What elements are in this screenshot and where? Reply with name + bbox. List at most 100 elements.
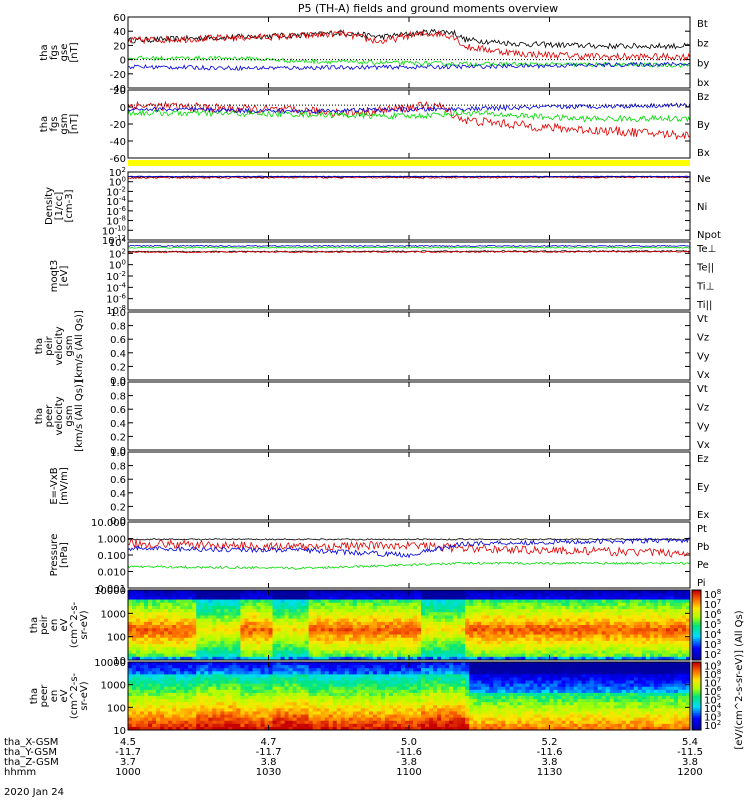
spectrogram-cell: [509, 634, 514, 639]
spectrogram-cell: [268, 723, 273, 728]
spectrogram-cell: [396, 612, 402, 616]
spectrogram-cell: [465, 650, 470, 655]
spectrogram-cell: [613, 653, 619, 658]
spectrogram-cell: [296, 680, 302, 685]
spectrogram-cell: [280, 726, 285, 731]
spectrogram-cell: [276, 656, 281, 661]
spectrogram-cell: [320, 647, 326, 651]
spectrogram-cell: [501, 628, 506, 632]
spectrogram-cell: [212, 714, 217, 719]
spectrogram-cell: [312, 680, 318, 685]
colorbar-segment: [692, 639, 701, 642]
spectrogram-cell: [144, 593, 149, 597]
spectrogram-cell: [376, 689, 382, 694]
spectrogram-cell: [457, 631, 462, 635]
spectrogram-cell: [244, 726, 249, 731]
spectrogram-cell: [152, 708, 157, 712]
spectrogram-cell: [164, 717, 169, 722]
spectrogram-cell: [429, 596, 434, 600]
spectrogram-cell: [264, 714, 269, 719]
spectrogram-cell: [128, 615, 133, 620]
spectrogram-cell: [148, 590, 153, 594]
spectrogram-cell: [577, 593, 583, 597]
spectrogram-cell: [316, 686, 322, 691]
spectrogram-cell: [188, 723, 193, 728]
spectrogram-cell: [481, 612, 486, 616]
spectrogram-cell: [268, 674, 273, 678]
spectrogram-cell: [445, 605, 450, 610]
spectrogram-cell: [152, 677, 157, 681]
spectrogram-cell: [356, 593, 362, 597]
spectrogram-cell: [196, 726, 201, 731]
spectrogram-cell: [384, 625, 390, 629]
spectrogram-cell: [204, 631, 209, 635]
spectrogram-cell: [316, 650, 322, 655]
spectrogram-cell: [280, 612, 285, 616]
spectrogram-cell: [577, 602, 583, 607]
spectrogram-cell: [248, 726, 253, 731]
spectrogram-cell: [308, 656, 314, 661]
y-axis-label: peer: [44, 404, 55, 428]
spectrogram-cell: [433, 618, 438, 623]
spectrogram-cell: [184, 692, 189, 697]
spectrogram-cell: [521, 615, 526, 620]
spectrogram-cell: [320, 720, 326, 725]
spectrogram-cell: [308, 621, 314, 626]
spectrogram-cell: [621, 640, 627, 645]
spectrogram-cell: [441, 631, 446, 635]
spectrogram-cell: [336, 699, 342, 703]
spectrogram-cell: [400, 705, 406, 709]
spectrogram-cell: [348, 590, 354, 594]
spectrogram-cell: [429, 593, 434, 597]
spectrogram-cell: [264, 637, 269, 642]
spectrogram-cell: [529, 612, 534, 616]
spectrogram-cell: [553, 631, 558, 635]
spectrogram-cell: [256, 640, 261, 645]
spectrogram-cell: [328, 674, 334, 678]
spectrogram-cell: [252, 628, 257, 632]
spectrogram-cell: [445, 656, 450, 661]
spectrogram-cell: [200, 662, 205, 666]
spectrogram-cell: [276, 689, 281, 694]
spectrogram-cell: [593, 650, 599, 655]
spectrogram-cell: [348, 653, 354, 658]
spectrogram-cell: [284, 723, 289, 728]
spectrogram-cell: [196, 612, 201, 616]
spectrogram-cell: [356, 680, 362, 685]
spectrogram-cell: [657, 653, 663, 658]
spectrogram-cell: [184, 726, 189, 731]
colorbar-tick-label: 107: [704, 598, 721, 611]
spectrogram-cell: [300, 605, 306, 610]
spectrogram-cell: [445, 637, 450, 642]
spectrogram-cell: [240, 634, 245, 639]
legend-entry: Bz: [697, 92, 709, 103]
spectrogram-cell: [513, 631, 518, 635]
spectrogram-cell: [212, 621, 217, 626]
y-tick-label: 0.4: [110, 489, 126, 500]
colorbar-segment: [692, 630, 701, 633]
spectrogram-cell: [409, 653, 414, 658]
spectrogram-cell: [288, 683, 293, 688]
legend-entry: Te⊥: [696, 244, 716, 255]
spectrogram-cell: [545, 650, 550, 655]
spectrogram-cell: [392, 593, 398, 597]
spectrogram-cell: [284, 644, 289, 648]
spectrogram-cell: [280, 699, 285, 703]
spectrogram-cell: [132, 637, 137, 642]
spectrogram-cell: [396, 714, 402, 719]
spectrogram-cell: [384, 720, 390, 725]
spectrogram-cell: [320, 671, 326, 675]
spectrogram-cell: [284, 615, 289, 620]
spectrogram-cell: [537, 612, 542, 616]
spectrogram-cell: [236, 674, 241, 678]
spectrogram-cell: [348, 674, 354, 678]
y-tick-label: 102: [109, 247, 126, 260]
spectrogram-cell: [208, 720, 213, 725]
spectrogram-cell: [533, 647, 538, 651]
spectrogram-cell: [485, 602, 490, 607]
spectrogram-cell: [244, 647, 249, 651]
spectrogram-cell: [212, 628, 217, 632]
spectrogram-cell: [597, 625, 603, 629]
spectrogram-cell: [669, 621, 675, 626]
spectrogram-cell: [236, 656, 241, 661]
